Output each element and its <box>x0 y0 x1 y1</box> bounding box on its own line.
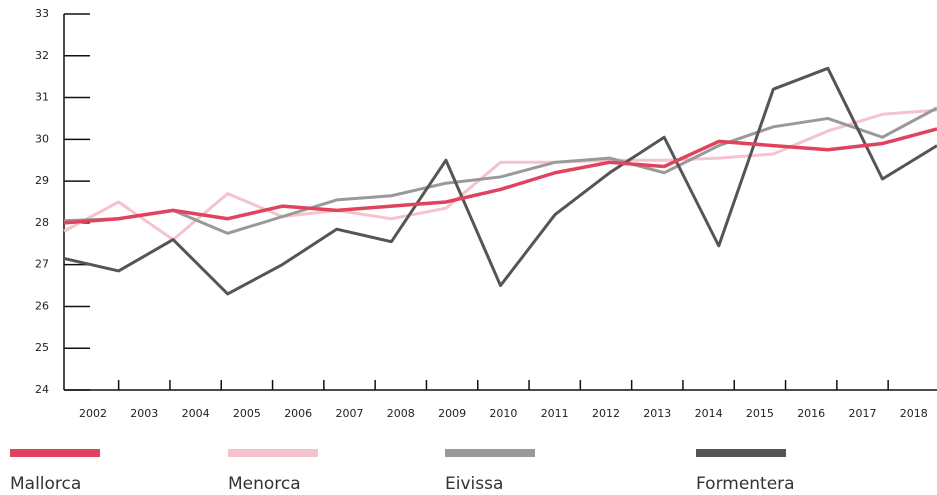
x-tick-label: 2012 <box>592 407 620 420</box>
legend-label: Menorca <box>228 474 301 494</box>
series-line <box>63 66 937 296</box>
y-tick-label: 33 <box>35 7 49 20</box>
y-tick-label: 27 <box>35 258 49 271</box>
y-tick-label: 29 <box>35 174 49 187</box>
legend-swatch <box>10 449 100 457</box>
x-tick-label: 2017 <box>849 407 877 420</box>
y-tick-label: 31 <box>35 91 49 104</box>
legend-label: Mallorca <box>10 474 81 494</box>
x-tick-label: 2011 <box>541 407 569 420</box>
y-tick-label: 24 <box>35 383 49 396</box>
x-tick-label: 2004 <box>182 407 210 420</box>
y-tick-label: 26 <box>35 299 49 312</box>
x-tick-label: 2007 <box>336 407 364 420</box>
x-tick-label: 2006 <box>284 407 312 420</box>
x-tick-label: 2014 <box>695 407 723 420</box>
legend-swatch <box>228 449 318 457</box>
x-tick-label: 2002 <box>79 407 107 420</box>
x-tick-label: 2016 <box>797 407 825 420</box>
y-tick-label: 30 <box>35 132 49 145</box>
x-tick-label: 2009 <box>438 407 466 420</box>
legend-label: Formentera <box>696 474 795 494</box>
legend-swatch <box>445 449 535 457</box>
y-tick-label: 25 <box>35 341 49 354</box>
series-line <box>63 127 937 225</box>
x-tick-label: 2008 <box>387 407 415 420</box>
y-tick-label: 28 <box>35 216 49 229</box>
x-tick-label: 2015 <box>746 407 774 420</box>
legend-label: Eivissa <box>445 474 503 494</box>
x-tick-label: 2003 <box>130 407 158 420</box>
x-tick-label: 2013 <box>643 407 671 420</box>
y-tick-label: 32 <box>35 49 49 62</box>
legend-swatch <box>696 449 786 457</box>
series-line <box>63 106 937 235</box>
x-tick-label: 2010 <box>489 407 517 420</box>
x-tick-label: 2005 <box>233 407 261 420</box>
x-tick-label: 2018 <box>900 407 928 420</box>
